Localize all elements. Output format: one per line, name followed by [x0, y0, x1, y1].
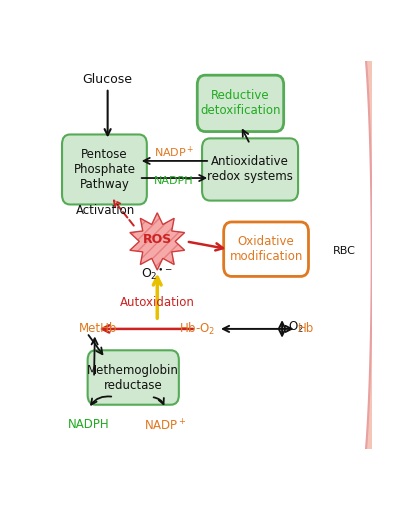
- Text: Hb: Hb: [298, 322, 314, 335]
- Text: NADPH: NADPH: [154, 176, 194, 186]
- FancyBboxPatch shape: [224, 222, 309, 276]
- Text: NADPH: NADPH: [68, 418, 109, 431]
- Text: O$_2$$^{\bullet-}$: O$_2$$^{\bullet-}$: [142, 267, 173, 282]
- Text: Pentose
Phosphate
Pathway: Pentose Phosphate Pathway: [74, 148, 135, 191]
- FancyBboxPatch shape: [202, 138, 298, 200]
- Text: Reductive
detoxification: Reductive detoxification: [200, 89, 281, 117]
- Text: RBC: RBC: [333, 246, 356, 256]
- Text: Oxidative
modification: Oxidative modification: [229, 235, 303, 263]
- Text: O$_2$: O$_2$: [288, 320, 304, 335]
- FancyBboxPatch shape: [88, 350, 179, 405]
- Text: NADP$^+$: NADP$^+$: [154, 144, 195, 160]
- Text: Antioxidative
redox systems: Antioxidative redox systems: [207, 156, 293, 183]
- Text: NADP$^+$: NADP$^+$: [144, 418, 187, 434]
- Text: ROS: ROS: [142, 233, 172, 246]
- Text: Autoxidation: Autoxidation: [120, 296, 195, 309]
- Text: Activation: Activation: [76, 204, 135, 217]
- FancyBboxPatch shape: [197, 75, 284, 132]
- Text: MetHb: MetHb: [79, 322, 117, 335]
- Text: Methemoglobin
reductase: Methemoglobin reductase: [87, 364, 179, 391]
- Polygon shape: [364, 43, 391, 467]
- FancyBboxPatch shape: [62, 134, 147, 205]
- Text: Hb-O$_2$: Hb-O$_2$: [179, 321, 216, 337]
- Text: Glucose: Glucose: [83, 73, 133, 86]
- Polygon shape: [130, 213, 185, 270]
